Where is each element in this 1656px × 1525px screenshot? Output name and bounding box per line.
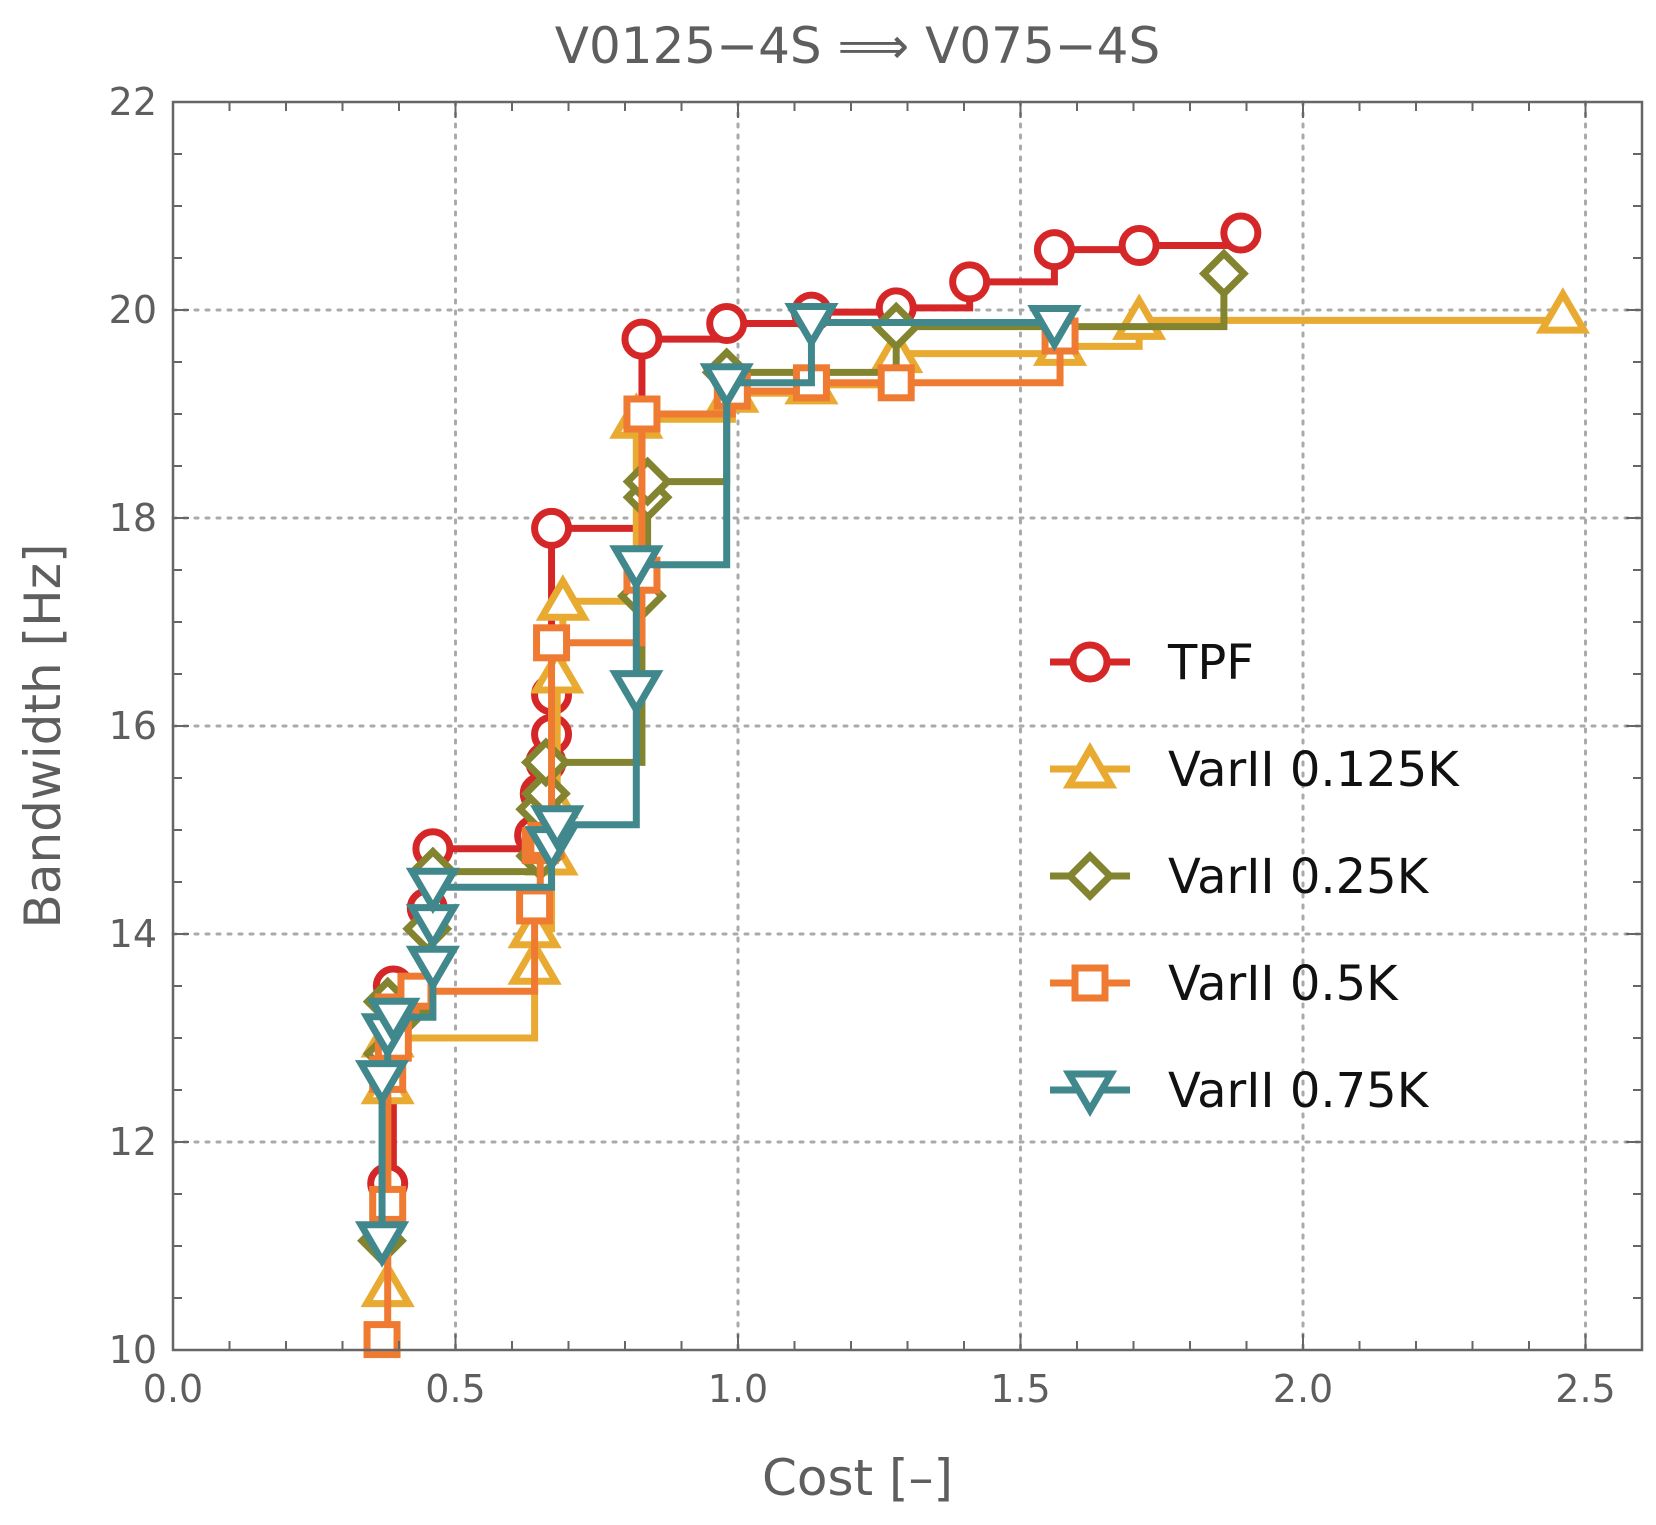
legend-marker: [1069, 641, 1111, 683]
data-point: [621, 318, 663, 360]
data-point: [1535, 287, 1590, 334]
data-point: [405, 867, 460, 915]
data-point: [1220, 212, 1262, 254]
data-point: [1198, 248, 1249, 299]
data-point: [699, 363, 754, 410]
y-tick-label: 18: [109, 496, 157, 540]
legend-item: VarII 0.75K: [1050, 1063, 1430, 1119]
legend-label: VarII 0.125K: [1168, 742, 1460, 798]
y-tick-label: 20: [109, 288, 157, 332]
y-tick-label: 10: [109, 1328, 157, 1372]
data-point: [535, 574, 590, 621]
legend-marker: [1071, 964, 1109, 1002]
legend-item: VarII 0.25K: [1050, 849, 1430, 905]
legend-label: VarII 0.25K: [1168, 849, 1430, 905]
legend-item: TPF: [1050, 635, 1254, 691]
series-varii-0-75k: [354, 302, 1082, 1268]
legend-marker: [1062, 742, 1118, 789]
data-point: [609, 670, 664, 717]
data-point: [609, 545, 664, 592]
data-point: [369, 1185, 407, 1223]
data-point: [1033, 229, 1075, 271]
legend-label: VarII 0.5K: [1168, 956, 1399, 1012]
data-point: [533, 624, 571, 662]
legend-marker: [1065, 851, 1115, 901]
data-point: [1027, 305, 1082, 352]
x-tick-label: 1.0: [708, 1367, 768, 1411]
plot-series: [354, 212, 1590, 1359]
legend-label: VarII 0.75K: [1168, 1063, 1430, 1119]
data-point: [706, 303, 748, 345]
data-point: [784, 302, 839, 350]
data-point: [877, 364, 915, 402]
data-point: [530, 647, 585, 694]
x-axis-label: Cost [–]: [762, 1449, 953, 1507]
x-tick-label: 2.0: [1273, 1367, 1333, 1411]
data-point: [516, 887, 554, 925]
x-tick-label: 1.5: [990, 1367, 1050, 1411]
data-point: [1118, 225, 1160, 267]
y-tick-label: 14: [109, 912, 157, 956]
legend-item: VarII 0.125K: [1050, 742, 1460, 798]
data-point: [623, 395, 661, 433]
chart-title: V0125−4S ⟹ V075−4S: [555, 17, 1160, 75]
data-point: [530, 805, 585, 852]
y-tick-label: 16: [109, 704, 157, 748]
x-tick-label: 0.5: [425, 1367, 485, 1411]
legend: TPF VarII 0.125K VarII 0.25K VarII 0.5K VarI…: [1050, 635, 1460, 1119]
data-point: [531, 507, 573, 549]
legend-item: VarII 0.5K: [1050, 956, 1399, 1012]
data-point: [366, 997, 421, 1045]
data-point: [949, 261, 991, 303]
data-point: [622, 456, 673, 507]
legend-marker: [1062, 1070, 1118, 1117]
x-tick-label: 2.5: [1555, 1367, 1615, 1411]
data-point: [354, 1060, 410, 1107]
y-axis-label: Bandwidth [Hz]: [14, 544, 72, 929]
y-tick-label: 22: [109, 80, 157, 124]
axis-ticks: 0.0 0.5 1.0 1.5 2.0 2.5 10 12 14 16 18 20 22: [109, 80, 1643, 1411]
legend-label: TPF: [1167, 635, 1254, 691]
y-tick-label: 12: [109, 1120, 157, 1164]
data-point: [354, 1221, 410, 1268]
x-tick-label: 0.0: [143, 1367, 203, 1411]
data-point: [520, 737, 571, 788]
